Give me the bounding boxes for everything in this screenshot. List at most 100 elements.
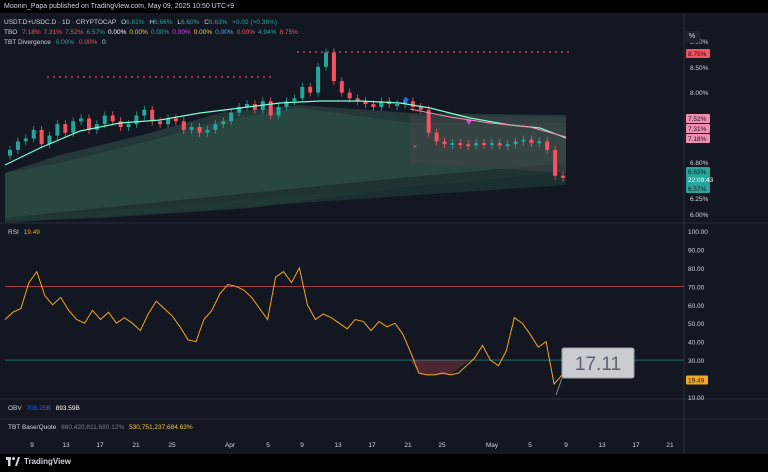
rsi-tick-label: 40.00	[688, 340, 705, 347]
chart-canvas[interactable]: × 17.11 9.00%8.50%8.00%7.40%6.80%6.50%6.…	[0, 13, 768, 454]
chart-area[interactable]: × 17.11 9.00%8.50%8.00%7.40%6.80%6.50%6.…	[0, 13, 768, 454]
resistance-dot	[297, 51, 299, 53]
resistance-dot	[185, 76, 187, 78]
resistance-dot	[543, 51, 545, 53]
resistance-dot	[327, 51, 329, 53]
resistance-dot	[107, 76, 109, 78]
candle-body	[403, 101, 407, 105]
candle-body	[8, 149, 12, 156]
tbt-v2: 530,751,237,684.63%	[129, 424, 193, 431]
candle-body	[150, 109, 155, 122]
candle-body	[410, 101, 415, 107]
candle-body	[166, 118, 170, 125]
tbo-value-8: 0.00%	[193, 29, 213, 36]
legend-divergence: TBT Divergence 0.00% 0.00% 0	[4, 38, 109, 47]
candle-body	[23, 138, 28, 142]
candle-body	[134, 115, 139, 125]
tradingview-logo[interactable]: TradingView	[6, 457, 71, 466]
resistance-dot	[423, 51, 425, 53]
candle-body	[521, 139, 526, 142]
candle-body	[213, 124, 218, 130]
time-tick-label: 13	[598, 442, 606, 449]
price-tick-label: 6.00%	[690, 212, 709, 219]
resistance-dot	[507, 51, 509, 53]
obv-name[interactable]: OBV	[8, 405, 22, 412]
resistance-dot	[339, 51, 341, 53]
tbo-value-3: 6.57%	[86, 29, 105, 36]
candle-body	[466, 144, 471, 147]
candle-body	[39, 129, 44, 145]
resistance-dot	[227, 76, 229, 78]
candle-body	[450, 143, 455, 146]
cross-marker: ×	[413, 144, 417, 151]
resistance-dot	[375, 51, 377, 53]
resistance-dot	[245, 76, 247, 78]
price-tick-label: 6.80%	[690, 160, 709, 167]
candle-body	[221, 121, 226, 125]
percent-scale-button[interactable]: %	[684, 31, 700, 43]
resistance-dot	[71, 76, 73, 78]
resistance-dot	[429, 51, 431, 53]
candle-body	[245, 104, 249, 107]
legend-tbt: TBT Base/Quote 860,420,811,680.12% 530,7…	[8, 423, 196, 432]
candle-body	[426, 109, 431, 133]
rsi-name[interactable]: RSI	[8, 229, 19, 236]
rsi-tick-label: 60.00	[688, 303, 705, 310]
resistance-dot	[321, 51, 323, 53]
candle-body	[418, 106, 423, 110]
rsi-tick-label: 70.00	[688, 284, 705, 291]
price-tag-label: 22:09:43	[688, 177, 714, 184]
tbo-value-0: 7.18%	[22, 29, 41, 36]
ohlc-low: 6.60%	[180, 19, 200, 26]
time-tick-label: 9	[564, 442, 568, 449]
rsi-callout-box[interactable]	[561, 347, 635, 379]
price-tag-bg	[686, 134, 710, 143]
price-tag-label: 7.18%	[688, 136, 707, 143]
obv-v2: 893.59B	[55, 405, 80, 412]
resistance-dot	[513, 51, 515, 53]
tbo-value-6: 0.00%	[150, 29, 170, 36]
ribbon-bands	[5, 105, 566, 223]
candle-body	[537, 141, 542, 144]
candle-body	[458, 143, 463, 146]
resistance-dot	[417, 51, 419, 53]
candle-body	[474, 143, 479, 146]
time-tick-label: 17	[96, 442, 104, 449]
resistance-dot	[387, 51, 389, 53]
resistance-dot	[393, 51, 395, 53]
candle-body	[142, 109, 147, 116]
ohlc-open-label: O	[121, 19, 127, 26]
resistance-dot	[369, 51, 371, 53]
price-tag-label: 7.31%	[688, 126, 707, 133]
resistance-dot	[95, 76, 97, 78]
candle-body	[489, 143, 494, 146]
resistance-dot	[263, 76, 265, 78]
symbol-name[interactable]: USDT.D+USDC.D · 1D · CRYPTOCAP	[4, 19, 117, 26]
divergence-name[interactable]: TBT Divergence	[4, 39, 51, 46]
resistance-dot	[531, 51, 533, 53]
time-tick-label: 9	[30, 442, 34, 449]
obv-v1: 705.25B	[26, 405, 51, 412]
tbo-name[interactable]: TBO	[4, 29, 18, 36]
time-tick-label: 21	[404, 442, 412, 449]
time-tick-label: Apr	[225, 442, 236, 449]
resistance-dot	[47, 76, 49, 78]
resistance-dots	[47, 51, 569, 78]
candle-body	[442, 141, 447, 145]
publish-info: Moonin_Papa published on TradingView.com…	[0, 0, 768, 13]
footer: TradingView	[0, 454, 768, 472]
legend-obv: OBV 705.25B 893.59B	[8, 404, 83, 413]
time-tick-label: 21	[666, 442, 674, 449]
time-tick-label: 5	[266, 442, 270, 449]
rsi-tick-label: 50.00	[688, 321, 705, 328]
rsi-tick-label: 90.00	[688, 247, 705, 254]
resistance-dot	[537, 51, 539, 53]
resistance-dot	[191, 76, 193, 78]
candlesticks: ×	[8, 48, 565, 182]
tbt-name[interactable]: TBT Base/Quote	[8, 424, 57, 431]
time-tick-label: 21	[132, 442, 140, 449]
candle-body	[63, 124, 68, 133]
candle-body	[316, 66, 321, 93]
candle-body	[347, 92, 352, 99]
